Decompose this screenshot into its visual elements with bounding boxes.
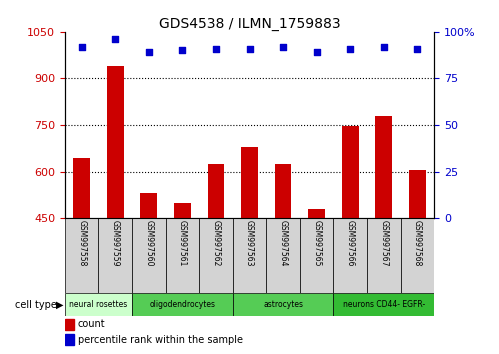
Text: GSM997561: GSM997561 xyxy=(178,221,187,267)
Text: GSM997558: GSM997558 xyxy=(77,221,86,267)
Text: oligodendrocytes: oligodendrocytes xyxy=(149,300,216,309)
Point xyxy=(111,36,119,42)
Point xyxy=(78,44,86,50)
Point xyxy=(279,44,287,50)
Text: GSM997565: GSM997565 xyxy=(312,221,321,267)
Bar xyxy=(199,218,233,293)
Point xyxy=(246,46,253,51)
Bar xyxy=(401,218,434,293)
Bar xyxy=(132,293,233,316)
Bar xyxy=(98,218,132,293)
Point xyxy=(212,46,220,51)
Point xyxy=(145,50,153,55)
Bar xyxy=(73,158,90,354)
Bar xyxy=(274,164,291,354)
Bar xyxy=(300,218,333,293)
Text: cell type: cell type xyxy=(15,299,60,310)
Text: GSM997563: GSM997563 xyxy=(245,221,254,267)
Bar xyxy=(65,319,74,330)
Bar xyxy=(367,218,401,293)
Text: neurons CD44- EGFR-: neurons CD44- EGFR- xyxy=(343,300,425,309)
Bar xyxy=(166,218,199,293)
Text: GSM997567: GSM997567 xyxy=(379,221,388,267)
Bar xyxy=(174,202,191,354)
Text: GSM997568: GSM997568 xyxy=(413,221,422,267)
Bar xyxy=(241,147,258,354)
Title: GDS4538 / ILMN_1759883: GDS4538 / ILMN_1759883 xyxy=(159,17,340,31)
Bar xyxy=(107,66,124,354)
Point xyxy=(178,48,186,53)
Text: ▶: ▶ xyxy=(56,299,64,310)
Bar xyxy=(233,218,266,293)
Point xyxy=(313,50,321,55)
Text: percentile rank within the sample: percentile rank within the sample xyxy=(78,335,243,344)
Bar xyxy=(266,218,300,293)
Point xyxy=(346,46,354,51)
Bar xyxy=(333,293,434,316)
Text: count: count xyxy=(78,319,105,329)
Text: GSM997564: GSM997564 xyxy=(278,221,287,267)
Point xyxy=(380,44,388,50)
Bar xyxy=(65,334,74,346)
Text: GSM997559: GSM997559 xyxy=(111,221,120,267)
Bar xyxy=(208,164,225,354)
Bar xyxy=(375,116,392,354)
Text: astrocytes: astrocytes xyxy=(263,300,303,309)
Bar xyxy=(65,293,132,316)
Bar xyxy=(409,170,426,354)
Bar xyxy=(233,293,333,316)
Text: neural rosettes: neural rosettes xyxy=(69,300,128,309)
Bar xyxy=(333,218,367,293)
Bar xyxy=(65,218,98,293)
Bar xyxy=(140,193,157,354)
Text: GSM997562: GSM997562 xyxy=(212,221,221,267)
Bar xyxy=(132,218,166,293)
Bar xyxy=(342,126,359,354)
Text: GSM997566: GSM997566 xyxy=(346,221,355,267)
Bar xyxy=(308,209,325,354)
Point xyxy=(413,46,421,51)
Text: GSM997560: GSM997560 xyxy=(144,221,153,267)
